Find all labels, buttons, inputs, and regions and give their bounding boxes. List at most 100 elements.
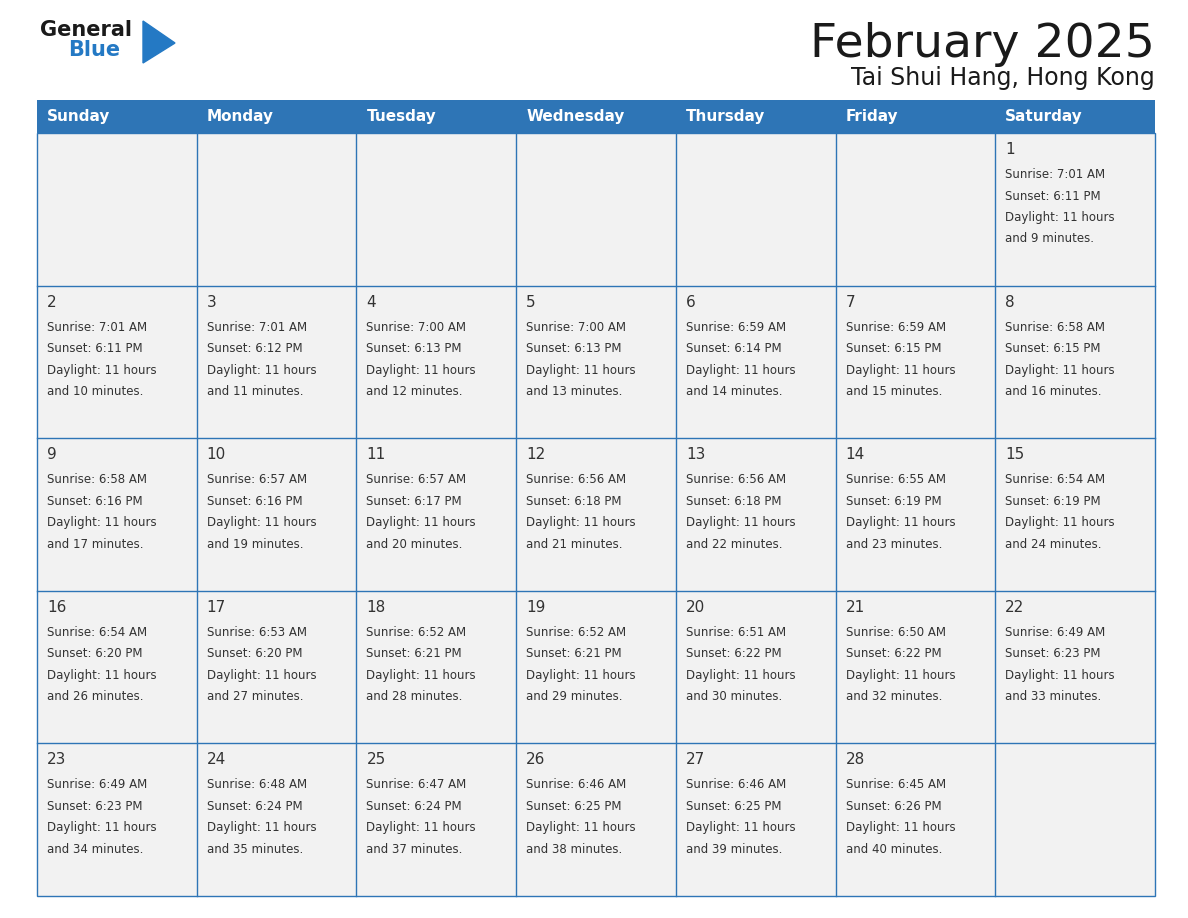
Bar	[835, 438, 996, 591]
Text: Sunrise: 7:00 AM: Sunrise: 7:00 AM	[366, 320, 467, 333]
Text: Daylight: 11 hours: Daylight: 11 hours	[48, 516, 157, 529]
Text: Daylight: 11 hours: Daylight: 11 hours	[685, 364, 796, 376]
Text: Sunrise: 6:51 AM: Sunrise: 6:51 AM	[685, 626, 786, 639]
Text: Sunrise: 7:00 AM: Sunrise: 7:00 AM	[526, 320, 626, 333]
Text: Sunrise: 6:50 AM: Sunrise: 6:50 AM	[846, 626, 946, 639]
Text: Sunset: 6:25 PM: Sunset: 6:25 PM	[685, 800, 782, 813]
Text: Sunrise: 7:01 AM: Sunrise: 7:01 AM	[207, 320, 307, 333]
Text: Daylight: 11 hours: Daylight: 11 hours	[1005, 364, 1114, 376]
Text: Daylight: 11 hours: Daylight: 11 hours	[846, 364, 955, 376]
Text: 22: 22	[1005, 599, 1024, 615]
Text: Sunday: Sunday	[48, 109, 110, 124]
Bar	[197, 133, 356, 285]
Bar	[516, 285, 676, 438]
Text: Sunrise: 6:54 AM: Sunrise: 6:54 AM	[48, 626, 147, 639]
Text: 5: 5	[526, 295, 536, 309]
Text: Sunset: 6:26 PM: Sunset: 6:26 PM	[846, 800, 941, 813]
Text: Sunrise: 6:45 AM: Sunrise: 6:45 AM	[846, 778, 946, 791]
Text: and 22 minutes.: and 22 minutes.	[685, 538, 783, 551]
Text: Sunset: 6:19 PM: Sunset: 6:19 PM	[846, 495, 941, 508]
Bar	[996, 285, 1155, 438]
Text: Sunrise: 6:46 AM: Sunrise: 6:46 AM	[526, 778, 626, 791]
Text: and 33 minutes.: and 33 minutes.	[1005, 690, 1101, 703]
Text: 19: 19	[526, 599, 545, 615]
Text: 11: 11	[366, 447, 386, 462]
Text: Daylight: 11 hours: Daylight: 11 hours	[48, 669, 157, 682]
Bar	[676, 591, 835, 744]
Bar	[37, 438, 197, 591]
Bar	[356, 438, 516, 591]
Text: 15: 15	[1005, 447, 1024, 462]
Text: and 38 minutes.: and 38 minutes.	[526, 843, 623, 856]
Text: Sunrise: 6:56 AM: Sunrise: 6:56 AM	[526, 473, 626, 487]
Bar	[676, 133, 835, 285]
Bar	[197, 438, 356, 591]
Bar	[197, 591, 356, 744]
Text: 23: 23	[48, 753, 67, 767]
Text: Sunrise: 6:54 AM: Sunrise: 6:54 AM	[1005, 473, 1105, 487]
Bar	[197, 285, 356, 438]
Text: Sunrise: 6:59 AM: Sunrise: 6:59 AM	[846, 320, 946, 333]
Text: Thursday: Thursday	[685, 109, 765, 124]
Bar	[356, 744, 516, 896]
Text: Daylight: 11 hours: Daylight: 11 hours	[48, 364, 157, 376]
Bar	[37, 285, 197, 438]
Text: Blue: Blue	[68, 40, 120, 60]
Text: Daylight: 11 hours: Daylight: 11 hours	[48, 822, 157, 834]
Bar	[356, 133, 516, 285]
Text: Wednesday: Wednesday	[526, 109, 625, 124]
Text: 24: 24	[207, 753, 226, 767]
Text: Sunrise: 6:57 AM: Sunrise: 6:57 AM	[207, 473, 307, 487]
Text: Sunrise: 6:58 AM: Sunrise: 6:58 AM	[1005, 320, 1105, 333]
Text: Sunrise: 6:49 AM: Sunrise: 6:49 AM	[1005, 626, 1106, 639]
Bar	[37, 133, 197, 285]
Bar	[37, 133, 1155, 896]
Text: Sunset: 6:23 PM: Sunset: 6:23 PM	[1005, 647, 1101, 660]
Text: and 11 minutes.: and 11 minutes.	[207, 385, 303, 398]
Text: 17: 17	[207, 599, 226, 615]
Text: Daylight: 11 hours: Daylight: 11 hours	[207, 516, 316, 529]
Bar	[37, 744, 197, 896]
Text: 13: 13	[685, 447, 706, 462]
Text: Sunrise: 6:55 AM: Sunrise: 6:55 AM	[846, 473, 946, 487]
Text: and 40 minutes.: and 40 minutes.	[846, 843, 942, 856]
Bar	[197, 744, 356, 896]
Text: Daylight: 11 hours: Daylight: 11 hours	[526, 516, 636, 529]
Text: Sunrise: 6:46 AM: Sunrise: 6:46 AM	[685, 778, 786, 791]
Text: and 19 minutes.: and 19 minutes.	[207, 538, 303, 551]
Text: Sunset: 6:13 PM: Sunset: 6:13 PM	[526, 342, 621, 355]
Text: Monday: Monday	[207, 109, 273, 124]
Text: and 16 minutes.: and 16 minutes.	[1005, 385, 1101, 398]
Text: Daylight: 11 hours: Daylight: 11 hours	[846, 669, 955, 682]
Text: Sunrise: 6:48 AM: Sunrise: 6:48 AM	[207, 778, 307, 791]
Text: 2: 2	[48, 295, 57, 309]
Text: Sunset: 6:24 PM: Sunset: 6:24 PM	[366, 800, 462, 813]
Bar	[996, 438, 1155, 591]
Text: Sunset: 6:18 PM: Sunset: 6:18 PM	[685, 495, 782, 508]
Text: Sunset: 6:21 PM: Sunset: 6:21 PM	[366, 647, 462, 660]
Text: Daylight: 11 hours: Daylight: 11 hours	[366, 669, 476, 682]
Text: 20: 20	[685, 599, 706, 615]
Bar	[676, 285, 835, 438]
Text: Daylight: 11 hours: Daylight: 11 hours	[207, 822, 316, 834]
Text: Daylight: 11 hours: Daylight: 11 hours	[207, 669, 316, 682]
Text: and 14 minutes.: and 14 minutes.	[685, 385, 783, 398]
Text: Saturday: Saturday	[1005, 109, 1083, 124]
Bar	[676, 744, 835, 896]
Text: and 29 minutes.: and 29 minutes.	[526, 690, 623, 703]
Text: Daylight: 11 hours: Daylight: 11 hours	[846, 516, 955, 529]
Text: Sunset: 6:18 PM: Sunset: 6:18 PM	[526, 495, 621, 508]
Bar	[996, 591, 1155, 744]
Text: and 37 minutes.: and 37 minutes.	[366, 843, 463, 856]
Text: Daylight: 11 hours: Daylight: 11 hours	[1005, 516, 1114, 529]
Text: and 28 minutes.: and 28 minutes.	[366, 690, 463, 703]
Text: Sunrise: 7:01 AM: Sunrise: 7:01 AM	[48, 320, 147, 333]
Text: Sunset: 6:20 PM: Sunset: 6:20 PM	[48, 647, 143, 660]
Text: Daylight: 11 hours: Daylight: 11 hours	[526, 822, 636, 834]
Text: Sunset: 6:22 PM: Sunset: 6:22 PM	[846, 647, 941, 660]
Text: Sunrise: 6:53 AM: Sunrise: 6:53 AM	[207, 626, 307, 639]
Text: and 12 minutes.: and 12 minutes.	[366, 385, 463, 398]
Text: and 35 minutes.: and 35 minutes.	[207, 843, 303, 856]
Text: 7: 7	[846, 295, 855, 309]
Text: Daylight: 11 hours: Daylight: 11 hours	[1005, 211, 1114, 224]
